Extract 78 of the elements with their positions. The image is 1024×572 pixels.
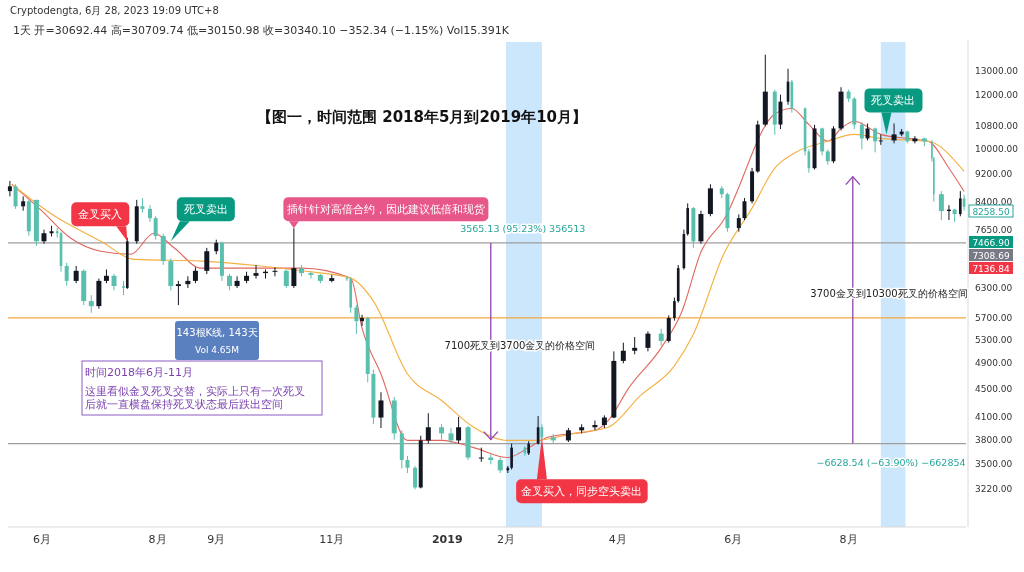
candlestick <box>7 180 12 197</box>
candlestick <box>308 271 314 280</box>
candlestick <box>185 275 191 289</box>
y-tick-label: 10000.00 <box>975 144 1019 155</box>
candlestick <box>204 247 210 275</box>
candlestick <box>510 443 513 470</box>
candlestick <box>148 204 152 223</box>
candlestick <box>645 330 651 352</box>
candlestick <box>742 197 747 221</box>
candlestick <box>448 427 454 445</box>
text: 8258.50 <box>972 206 1010 217</box>
candlestick <box>175 280 181 306</box>
candlestick <box>425 412 431 445</box>
annotation: 金叉买入 <box>78 208 123 221</box>
candlestick <box>283 268 289 289</box>
candlestick <box>253 264 259 280</box>
annotation: −6628.54 (−63.90%) −662854 <box>816 457 966 468</box>
candlestick <box>820 127 825 156</box>
y-tick-label: 3220.00 <box>975 484 1013 495</box>
candlestick <box>673 297 676 322</box>
x-tick-label: 6月 <box>33 533 52 546</box>
x-tick-label: 4月 <box>608 533 627 546</box>
x-tick-label: 11月 <box>319 533 345 546</box>
candlestick <box>478 447 484 463</box>
y-tick-label: 5300.00 <box>975 334 1013 345</box>
y-tick-label: 6300.00 <box>975 282 1013 293</box>
candlestick <box>666 314 671 344</box>
annotation: 这里看似金叉死叉交替，实际上只有一次死叉后就一直横盘保持死叉状态最后跌出空间 <box>85 385 305 411</box>
annotation: 143根K线, 143天 <box>176 327 258 338</box>
y-tick-label: 4900.00 <box>975 358 1013 369</box>
y-tick-label: 3500.00 <box>975 459 1013 470</box>
y-tick-label: 8400.00 <box>975 196 1013 207</box>
x-tick-label: 2019 <box>431 533 463 546</box>
x-tick-label: 8月 <box>148 533 167 546</box>
annotation: 死叉卖出 <box>183 203 228 216</box>
annotation: 死叉卖出 <box>871 94 916 107</box>
candlestick <box>272 266 278 277</box>
y-tick-label: 10800.00 <box>975 121 1019 132</box>
candlestick <box>959 190 962 217</box>
text: Cryptodengta, 6月 28, 2023 19:09 UTC+8 <box>10 5 219 16</box>
x-tick-label: 6月 <box>724 533 743 546</box>
candlestick <box>153 215 158 241</box>
annotation: 插针针对高倍合约，因此建议低倍和现货 <box>286 203 485 216</box>
x-tick-label: 2月 <box>496 533 515 546</box>
candlestick <box>891 122 897 144</box>
candlestick <box>234 275 240 289</box>
y-tick-label: 3800.00 <box>975 434 1013 445</box>
y-tick-label: 5700.00 <box>975 312 1013 323</box>
candlestick <box>620 342 626 364</box>
y-tick-label: 4100.00 <box>975 411 1013 422</box>
annotation: 时间2018年6月-11月 <box>85 366 193 379</box>
y-tick-label: 4500.00 <box>975 383 1013 394</box>
candlestick <box>360 314 365 327</box>
candlestick <box>912 135 918 144</box>
candlestick <box>13 183 18 210</box>
x-tick-label: 8月 <box>839 533 858 546</box>
annotation: 3565.13 (95.23%) 356513 <box>460 222 586 234</box>
candlestick <box>592 420 598 431</box>
y-tick-label: 7650.00 <box>975 224 1013 235</box>
text: 【图一，时间范围 2018年5月到2019年10月】 <box>256 108 588 126</box>
annotation: Vol 4.65M <box>194 345 240 355</box>
candlestick <box>778 94 783 130</box>
candlestick <box>21 195 26 212</box>
candlestick <box>938 190 944 221</box>
candlestick <box>64 262 69 287</box>
annotation: 金叉买入，同步空头卖出 <box>521 485 643 498</box>
chart-subtitle: 1天 开=30692.44 高=30709.74 低=30150.98 收=30340.10 −352.34 (−1.15%) Vol15.391K <box>13 24 510 37</box>
candlestick <box>354 304 359 335</box>
y-tick-label: 9200.00 <box>975 169 1013 180</box>
y-tick-label: 13000.00 <box>975 65 1019 76</box>
candlestick <box>456 416 462 445</box>
candlestick <box>859 121 864 150</box>
y-tick-label: 12000.00 <box>975 89 1019 100</box>
candlestick <box>878 134 883 146</box>
x-tick-label: 9月 <box>207 533 226 546</box>
candlestick <box>873 127 878 153</box>
candlestick <box>413 465 418 490</box>
candlestick <box>378 391 384 429</box>
